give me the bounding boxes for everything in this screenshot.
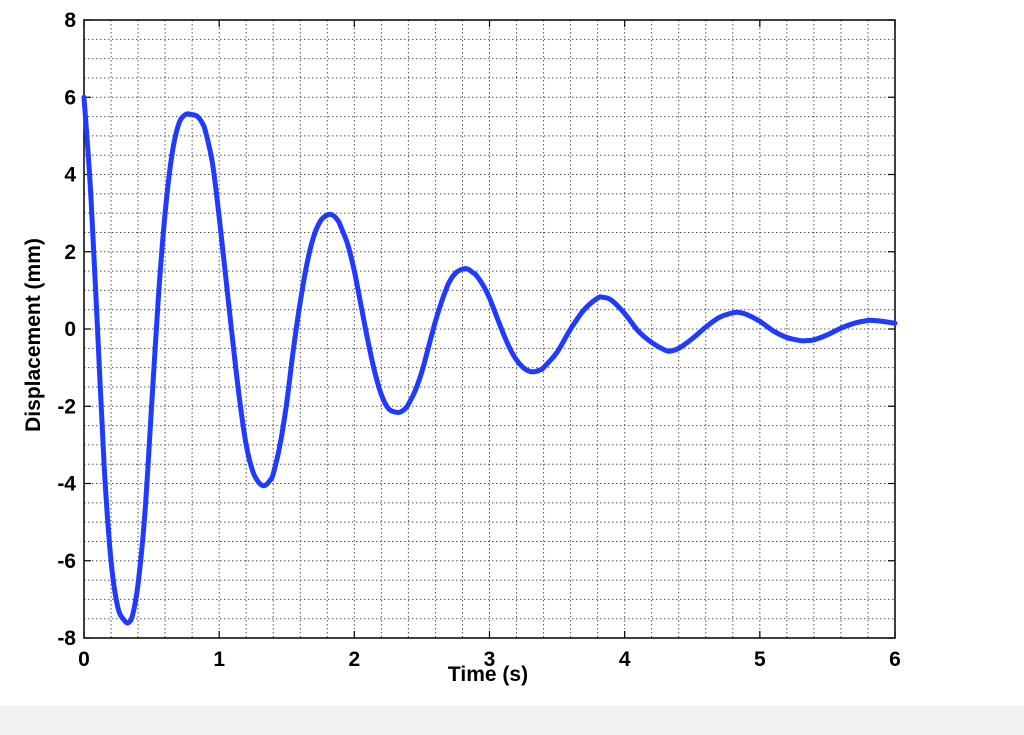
series-layer: [81, 94, 898, 626]
y-axis-title: Displacement (mm): [22, 238, 45, 432]
x-tick-label: 0: [78, 648, 90, 671]
x-tick-label: 2: [348, 648, 360, 671]
y-tick-label: -2: [57, 395, 76, 418]
y-tick-label: 0: [64, 318, 76, 341]
series-line-0: [81, 94, 898, 626]
y-tick-label: -6: [57, 550, 76, 573]
bottom-strip: [0, 706, 1024, 735]
x-axis-title: Time (s): [448, 663, 528, 686]
x-tick-label: 6: [889, 648, 901, 671]
y-axis-ticks: 8 6 4 2 0 -2 -4 -6 -8: [57, 9, 76, 650]
y-tick-label: -8: [57, 627, 76, 650]
x-axis-ticks: 0 1 2 3 4 5 6: [78, 648, 901, 671]
chart-svg: 0 1 2 3 4 5 6 8 6 4 2 0 -2 -4 -6 -8 Time (s) Displacem…: [22, 9, 901, 686]
y-tick-label: 8: [64, 9, 76, 32]
y-tick-label: 4: [64, 164, 76, 187]
y-tick-label: -4: [57, 473, 76, 496]
x-tick-label: 5: [754, 648, 766, 671]
grid: [84, 20, 895, 638]
x-tick-label: 4: [619, 648, 631, 671]
x-tick-label: 1: [213, 648, 225, 671]
y-tick-label: 6: [64, 86, 76, 109]
y-tick-label: 2: [64, 241, 76, 264]
plot-frame: [83, 19, 896, 639]
x-tick-label: 3: [484, 648, 496, 671]
